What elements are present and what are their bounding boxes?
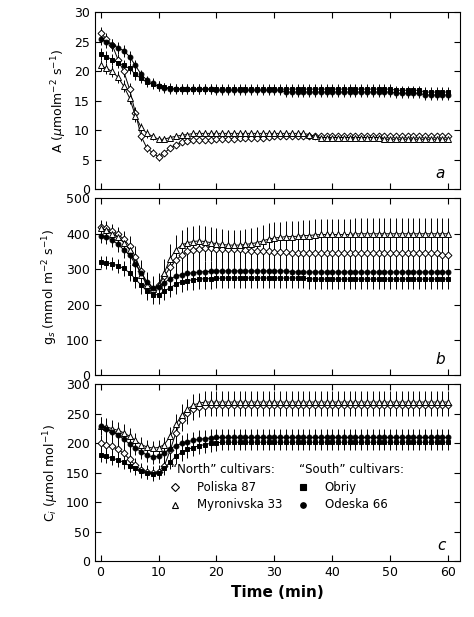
Text: Myronivska 33: Myronivska 33 — [197, 499, 283, 511]
Text: b: b — [436, 352, 445, 366]
Text: c: c — [437, 537, 445, 553]
Text: Poliska 87: Poliska 87 — [197, 481, 256, 494]
Y-axis label: g$_s$ (mmol m$^{-2}$ s$^{-1}$): g$_s$ (mmol m$^{-2}$ s$^{-1}$) — [41, 229, 60, 345]
Text: Odeska 66: Odeska 66 — [325, 499, 387, 511]
Y-axis label: C$_i$ ($\mu$mol mol$^{-1}$): C$_i$ ($\mu$mol mol$^{-1}$) — [41, 424, 61, 522]
X-axis label: Time (min): Time (min) — [231, 585, 324, 600]
Text: Obriy: Obriy — [325, 481, 357, 494]
Y-axis label: A ($\mu$molm$^{-2}$ s$^{-1}$): A ($\mu$molm$^{-2}$ s$^{-1}$) — [49, 49, 69, 153]
Text: a: a — [436, 165, 445, 181]
Text: “North” cultivars:: “North” cultivars: — [172, 463, 275, 476]
Text: “South” cultivars:: “South” cultivars: — [299, 463, 404, 476]
